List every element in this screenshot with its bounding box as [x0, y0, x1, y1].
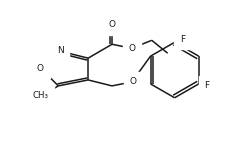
Text: O: O: [129, 77, 136, 86]
Text: F: F: [204, 81, 209, 90]
Text: O: O: [108, 20, 115, 29]
Text: O: O: [128, 44, 135, 53]
Text: N: N: [57, 46, 64, 55]
Text: O: O: [37, 63, 44, 73]
Text: F: F: [180, 35, 185, 44]
Text: CH₃: CH₃: [32, 91, 48, 100]
